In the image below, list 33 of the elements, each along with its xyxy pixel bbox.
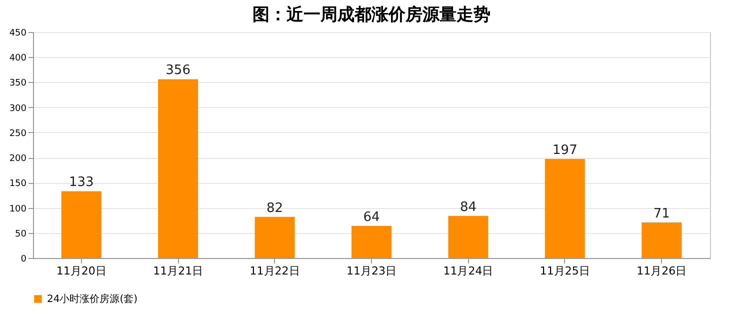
x-tick-label: 11月20日 [56,264,106,278]
y-tick-label: 250 [9,128,27,139]
data-label: 64 [363,210,380,225]
bar [544,159,585,258]
y-tick-label: 300 [9,104,27,114]
x-tick-label: 11月22日 [250,264,300,278]
bar [158,79,198,258]
x-tick-label: 11月23日 [346,264,396,278]
data-label: 71 [653,206,670,222]
bar [352,226,392,258]
bar [642,222,682,258]
x-tick-label: 11月21日 [153,264,204,278]
data-label: 356 [166,63,190,78]
x-tick-label: 11月26日 [636,264,687,278]
chart-title: 图：近一周成都涨价房源量走势 [252,5,490,25]
data-label: 197 [552,143,578,158]
y-tick-label: 100 [9,204,27,214]
bar [254,216,295,258]
data-label: 133 [68,175,94,190]
y-tick-label: 150 [9,179,27,190]
bar [61,191,102,258]
y-tick-label: 350 [9,78,27,89]
y-tick-label: 200 [9,154,27,164]
data-label: 84 [460,200,476,215]
y-tick-label: 400 [9,54,27,64]
y-tick-label: 50 [15,229,27,240]
x-tick-label: 11月25日 [540,264,590,278]
x-tick-label: 11月24日 [443,264,494,278]
bar [448,216,488,258]
legend-label: 24小时涨价房源(套) [47,293,138,305]
data-label: 82 [266,200,284,216]
y-tick-label: 0 [20,254,27,264]
y-tick-label: 450 [9,28,27,38]
